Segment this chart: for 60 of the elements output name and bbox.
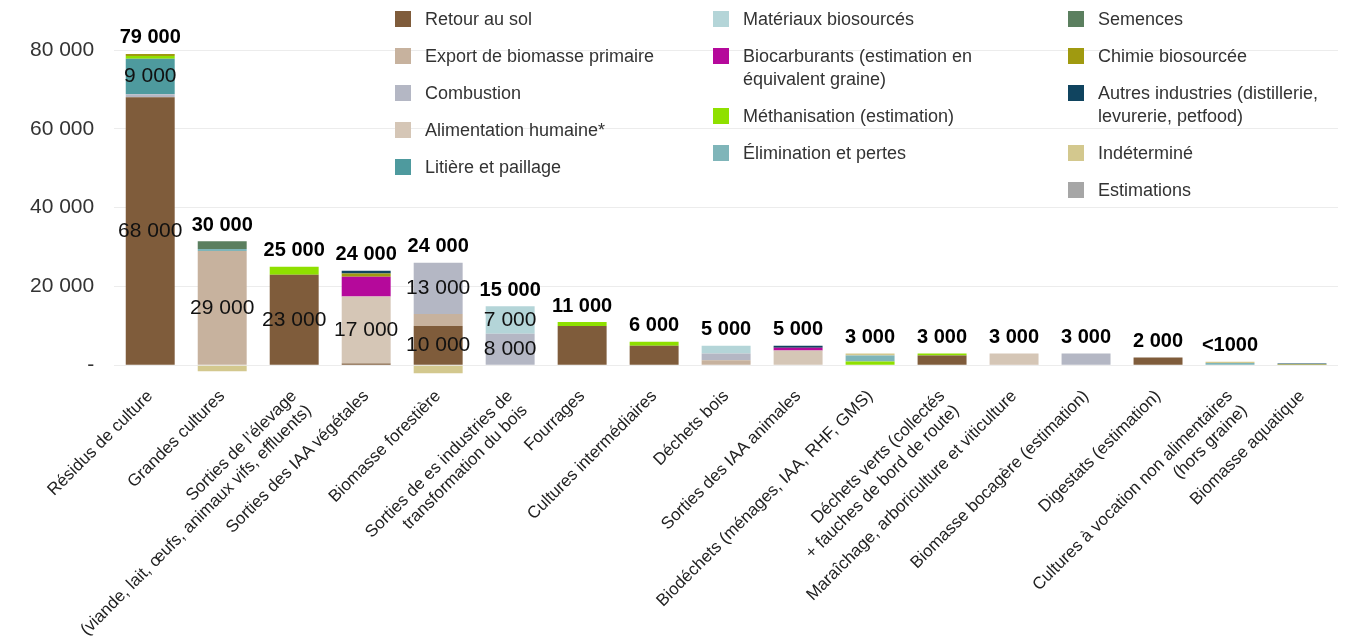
legend-label: Litière et paillage: [425, 156, 562, 179]
bar: [989, 353, 1039, 365]
legend-label: Combustion: [425, 82, 522, 105]
legend-label: Chimie biosourcée: [1098, 45, 1248, 68]
legend-label: Biocarburants (estimation en équivalent graine): [743, 45, 974, 91]
bar: [1061, 353, 1111, 365]
total-label: 3 000: [989, 325, 1040, 348]
bar: [629, 345, 679, 365]
bar: [845, 361, 895, 365]
data-label: 29 000: [190, 294, 255, 318]
y-tick-label: 40 000: [30, 194, 95, 218]
total-label: 15 000: [479, 277, 541, 300]
total-label: 3 000: [845, 325, 896, 348]
bar: [701, 353, 751, 361]
data-label: 8 000: [483, 336, 537, 360]
total-label: 24 000: [335, 242, 397, 265]
data-label: 7 000: [483, 306, 537, 330]
bar: [341, 276, 391, 297]
y-tick-label: 80 000: [30, 36, 95, 60]
legend-label: Indéterminé: [1098, 142, 1194, 165]
bar: [269, 266, 319, 275]
bar: [629, 341, 679, 346]
bar: [917, 355, 967, 365]
total-label: 11 000: [552, 293, 613, 316]
total-label: 5 000: [773, 317, 824, 340]
total-label: 3 000: [1061, 325, 1112, 348]
y-tick-label: 60 000: [30, 115, 95, 139]
total-label: 79 000: [119, 25, 181, 48]
total-label: 30 000: [191, 212, 253, 235]
legend-label: Estimations: [1098, 179, 1192, 202]
bar: [413, 314, 463, 326]
data-label: 17 000: [334, 316, 399, 340]
total-label: 3 000: [917, 325, 968, 348]
bar: [701, 360, 751, 365]
bar: [701, 345, 751, 354]
legend-label: Export de biomasse primaire: [425, 45, 655, 68]
y-tick-label: -: [87, 352, 95, 376]
bar: [773, 350, 823, 365]
total-label: 6 000: [629, 313, 680, 336]
bar: [557, 322, 607, 326]
total-label: 25 000: [263, 238, 325, 261]
total-label: 5 000: [701, 317, 752, 340]
bar: [125, 94, 175, 98]
total-label: 24 000: [407, 234, 469, 257]
bar: [557, 325, 607, 365]
legend-label: Autres industries (distillerie, levurerie, petfood): [1098, 82, 1320, 128]
legend-label: Semences: [1098, 8, 1184, 31]
y-tick-label: 20 000: [30, 273, 95, 297]
legend-label: Retour au sol: [425, 8, 533, 31]
legend-label: Matériaux biosourcés: [743, 8, 915, 31]
data-label: 13 000: [406, 275, 471, 299]
total-label: <1000: [1201, 333, 1259, 356]
bar: [413, 365, 463, 374]
bar: [197, 241, 247, 250]
legend-label: Alimentation humaine*: [425, 119, 606, 142]
legend-label: Élimination et pertes: [743, 142, 907, 165]
total-label: 2 000: [1133, 329, 1184, 351]
bar: [197, 365, 247, 372]
legend-label: Méthanisation (estimation): [743, 105, 955, 128]
bar: [1133, 357, 1183, 365]
